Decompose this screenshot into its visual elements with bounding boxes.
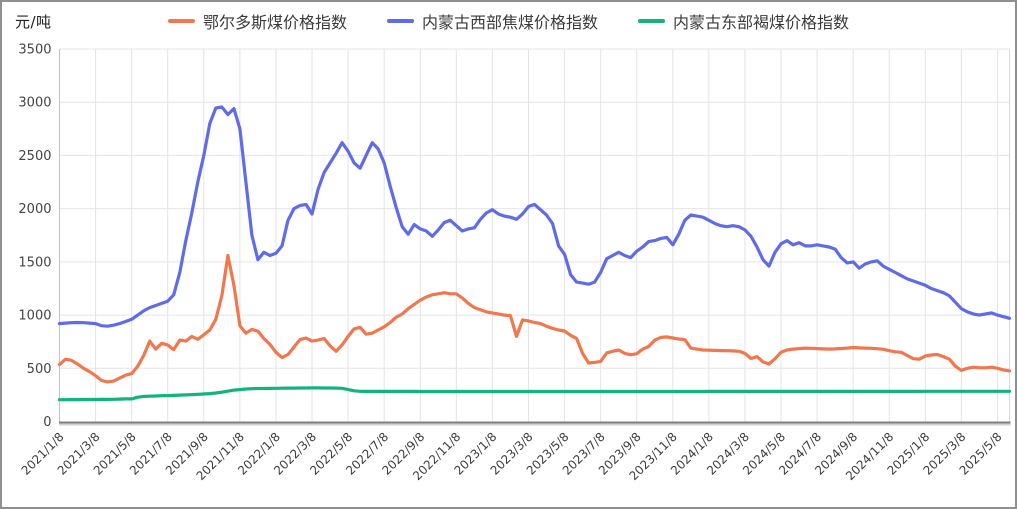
y-axis-tick-label: 2500 [18,149,51,164]
y-axis-unit-label: 元/吨 [15,13,52,31]
legend-item-west-coking-coal-index[interactable]: 内蒙古西部焦煤价格指数 [386,9,598,33]
legend-item-label: 内蒙古西部焦煤价格指数 [421,13,598,32]
y-axis-tick-label: 3500 [18,43,51,58]
y-axis-tick-label: 1500 [18,255,51,270]
legend-line-swatch-icon [386,19,414,23]
series-line-east-lignite-index [57,386,1012,402]
legend-line-swatch-icon [638,19,665,23]
y-axis-tick-label: 0 [43,415,51,430]
y-axis-tick-label: 3000 [18,96,51,111]
legend-item-label: 内蒙古东部褐煤价格指数 [673,13,850,32]
legend-item-east-lignite-index[interactable]: 内蒙古东部褐煤价格指数 [638,9,849,33]
chart-legend: 鄂尔多斯煤价格指数 内蒙古西部焦煤价格指数 内蒙古东部褐煤价格指数 [2,9,1015,33]
legend-item-label: 鄂尔多斯煤价格指数 [202,13,347,32]
y-axis-tick-label: 2000 [18,202,51,217]
y-axis-tick-label: 1000 [18,309,51,324]
series-line-west-coking-coal-index [57,105,1012,328]
y-axis-tick-label: 500 [27,362,52,377]
legend-line-swatch-icon [167,19,195,23]
legend-item-ordos-coal-index[interactable]: 鄂尔多斯煤价格指数 [167,9,347,33]
series-line-ordos-coal-index [57,253,1012,384]
